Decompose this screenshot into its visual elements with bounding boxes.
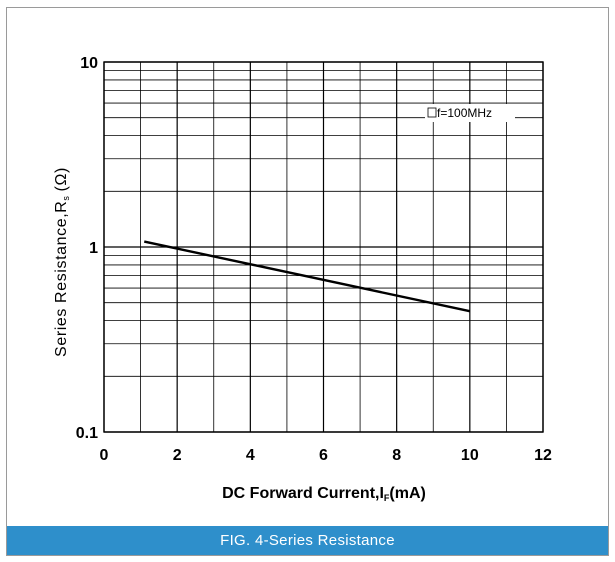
y-axis-label-main: Series Resistance,R [53, 201, 70, 357]
x-tick-label: 8 [392, 447, 401, 464]
x-axis-label-unit: (mA) [389, 485, 425, 502]
data-layer [143, 240, 471, 313]
annotation-marker [427, 107, 437, 118]
grid [103, 61, 544, 433]
y-tick-label: 1 [89, 240, 98, 257]
x-axis-label-main: DC Forward Current,I [222, 485, 384, 502]
caption-text: FIG. 4-Series Resistance [220, 532, 395, 549]
x-tick-label: 12 [534, 447, 552, 464]
plot-border [103, 61, 544, 433]
figure-frame [6, 7, 609, 556]
y-tick-label: 10 [80, 55, 98, 72]
x-tick-label: 0 [100, 447, 109, 464]
series-line-0 [143, 240, 471, 313]
y-axis-label: Series Resistance,Rs (Ω) [53, 167, 71, 357]
caption-bar: FIG. 4-Series Resistance [7, 526, 608, 555]
x-tick-label: 10 [461, 447, 479, 464]
y-axis-label-sub: s [61, 195, 71, 200]
x-axis-label-sub: F [384, 493, 390, 503]
x-tick-label: 4 [246, 447, 255, 464]
x-tick-label: 2 [173, 447, 182, 464]
annotation-box [425, 104, 515, 122]
tick-labels: 0 2 4 6 8 10 12 0.1 1 10 [76, 55, 552, 464]
x-axis-label: DC Forward Current,IF(mA) [222, 485, 426, 503]
y-axis-label-unit: (Ω) [53, 167, 70, 191]
annotation-text: f=100MHz [437, 106, 492, 120]
x-tick-label: 6 [319, 447, 328, 464]
y-tick-label: 0.1 [76, 425, 98, 442]
